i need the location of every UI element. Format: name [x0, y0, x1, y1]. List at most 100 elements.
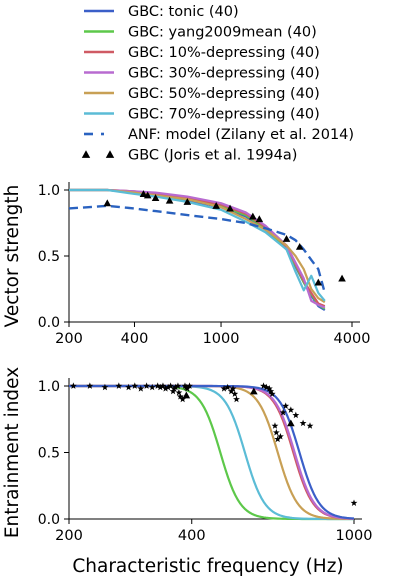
data-point — [143, 191, 152, 199]
data-point — [231, 390, 239, 397]
data-point — [167, 382, 175, 389]
data-point — [154, 382, 162, 389]
data-point — [182, 391, 191, 399]
data-point — [220, 385, 228, 392]
legend-label: GBC: 70%-depressing (40) — [128, 107, 320, 123]
data-point — [159, 382, 167, 389]
data-point — [282, 235, 291, 242]
data-point — [143, 382, 151, 389]
y-tick-label: 0.0 — [38, 512, 60, 528]
data-point — [338, 274, 346, 282]
legend-label: GBC: yang2009mean (40) — [128, 25, 317, 41]
legend-entry: GBC (Joris et al. 1994a) — [81, 148, 297, 164]
data-point — [174, 382, 182, 389]
x-tick-label: 4000 — [334, 331, 371, 347]
data-point — [265, 385, 273, 392]
data-point — [224, 383, 232, 391]
series-line — [69, 384, 355, 520]
data-point — [148, 383, 156, 391]
legend-entry: GBC: 30%-depressing (40) — [84, 66, 320, 82]
legend-entry: GBC: 70%-depressing (40) — [84, 107, 320, 123]
y-axis-label: Vector strength — [2, 185, 23, 328]
vector-strength-panel: 0.0 0.5 1.0 200 400 1000 4000 Vector strength — [2, 182, 370, 347]
data-point — [274, 435, 282, 443]
legend-label: GBC: 50%-depressing (40) — [128, 86, 320, 102]
x-tick-label: 400 — [121, 331, 149, 347]
legend-entry: ANF: model (Zilany et al. 2014) — [84, 127, 354, 143]
data-point — [314, 278, 323, 286]
y-tick-label: 0.0 — [38, 315, 60, 331]
data-point — [137, 385, 145, 392]
data-point — [131, 382, 139, 389]
data-point — [183, 198, 192, 205]
data-point — [183, 385, 191, 392]
data-point — [249, 212, 257, 220]
data-point — [250, 387, 258, 395]
data-point — [287, 419, 295, 427]
data-point — [165, 196, 174, 204]
x-tick-label: 1000 — [336, 528, 373, 544]
data-point — [260, 382, 267, 389]
x-axis-label: Characteristic frequency (Hz) — [72, 556, 343, 577]
data-point — [226, 204, 234, 212]
x-tick-label: 200 — [55, 528, 83, 544]
data-point — [176, 393, 184, 400]
data-point — [86, 382, 94, 389]
data-point — [263, 383, 270, 391]
y-tick-label: 0.5 — [38, 249, 60, 265]
data-point — [101, 383, 109, 391]
data-point — [139, 190, 148, 197]
data-point — [125, 383, 133, 391]
legend-entry: GBC: 50%-depressing (40) — [84, 86, 320, 102]
x-tick-label: 1000 — [203, 331, 240, 347]
data-point — [292, 411, 300, 419]
legend-label: GBC: 30%-depressing (40) — [128, 66, 320, 82]
data-point — [182, 383, 190, 391]
data-point — [212, 202, 220, 209]
data-point — [268, 390, 276, 397]
data-point — [162, 385, 169, 392]
x-tick-label: 400 — [178, 528, 206, 544]
series-line — [69, 188, 326, 302]
legend-entry: GBC: 10%-depressing (40) — [84, 45, 320, 61]
y-tick-label: 1.0 — [38, 183, 60, 199]
data-point — [164, 383, 172, 391]
data-point — [186, 382, 193, 389]
y-tick-label: 0.5 — [38, 446, 60, 462]
data-point — [233, 395, 240, 403]
data-point — [299, 419, 307, 427]
legend-label: GBC: 10%-depressing (40) — [128, 45, 320, 61]
data-point — [181, 382, 189, 389]
y-tick-label: 1.0 — [38, 379, 60, 395]
data-point — [115, 382, 123, 389]
data-point — [169, 387, 177, 395]
data-point — [277, 432, 284, 440]
y-axis-label: Entrainment index — [2, 367, 23, 538]
data-point — [229, 385, 237, 392]
legend-marker — [81, 150, 91, 158]
series-line — [69, 384, 355, 520]
data-point — [69, 382, 77, 389]
legend-entry: GBC: tonic (40) — [84, 4, 239, 20]
data-point — [255, 215, 264, 223]
data-point — [295, 242, 304, 250]
legend-label: GBC (Joris et al. 1994a) — [128, 148, 297, 164]
data-point — [267, 387, 275, 395]
data-point — [175, 389, 183, 396]
data-point — [282, 402, 290, 409]
data-point — [272, 428, 280, 436]
data-point — [172, 383, 179, 391]
legend-label: ANF: model (Zilany et al. 2014) — [128, 127, 354, 143]
data-point — [279, 409, 287, 416]
data-point — [350, 499, 358, 506]
legend-label: GBC: tonic (40) — [128, 4, 239, 20]
data-point — [103, 199, 112, 207]
legend: GBC: tonic (40) GBC: yang2009mean (40) GBC… — [81, 4, 354, 164]
data-point — [287, 406, 295, 413]
data-point — [156, 383, 164, 391]
x-tick-label: 200 — [55, 331, 83, 347]
data-point — [179, 395, 187, 403]
series-line — [69, 188, 326, 304]
entrainment-index-panel: 0.0 0.5 1.0 200 400 1000 Entrainment index Char… — [2, 367, 372, 577]
